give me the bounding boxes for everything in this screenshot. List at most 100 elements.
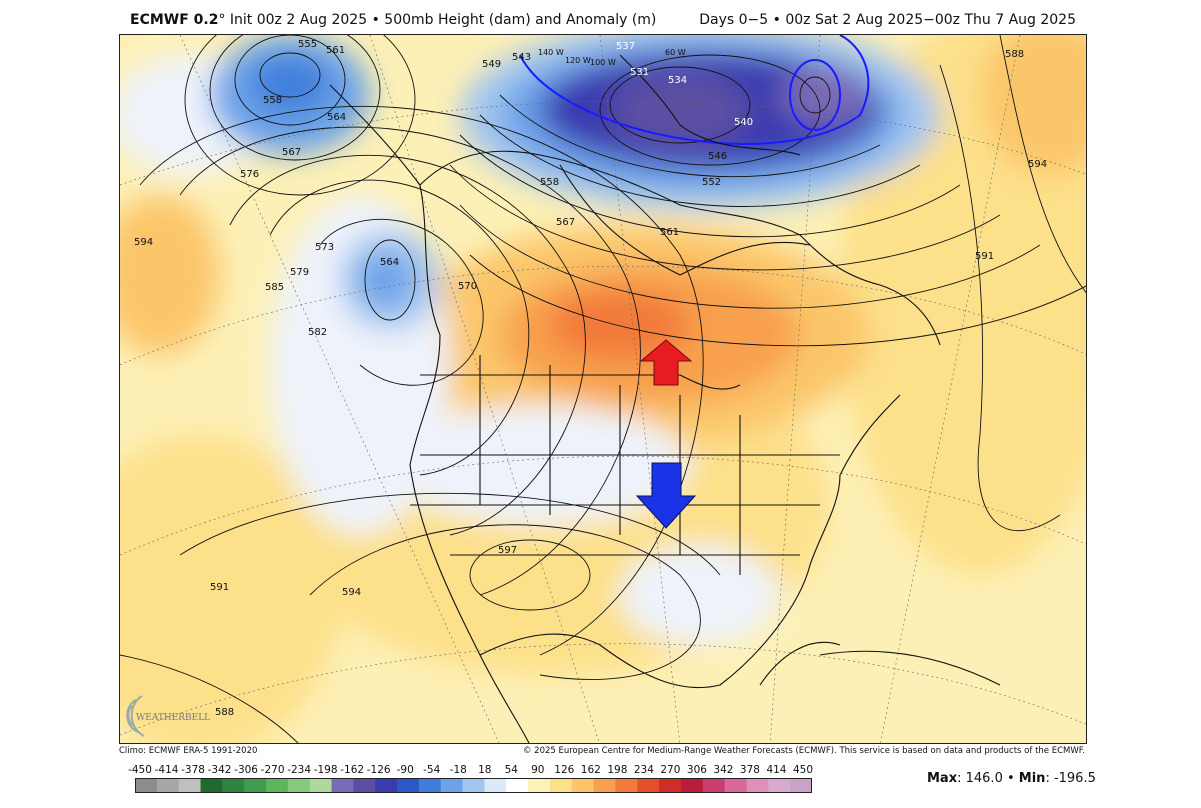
max-min-stats: Max: 146.0 • Min: -196.5 [927,771,1096,786]
contour-label: 120 W [565,56,591,65]
colorbar-tick-label: -414 [154,764,179,776]
colorbar-tick-label: 234 [633,764,654,776]
colorbar-swatch [440,778,464,793]
colorbar [135,778,812,793]
colorbar-swatch [659,778,682,793]
colorbar-swatch [724,778,747,793]
colorbar-tick-label: -234 [287,764,312,776]
contour-label: 558 [540,177,559,188]
degree-symbol: ° [218,12,226,28]
valid-range: Days 0−5 • 00z Sat 2 Aug 2025−00z Thu 7 … [699,12,1076,28]
contour-label: 558 [263,95,282,106]
min-label: Min [1018,771,1046,786]
contour-label: 579 [290,267,309,278]
colorbar-tick-label: 198 [607,764,628,776]
colorbar-swatch [462,778,485,793]
colorbar-swatch [768,778,791,793]
contour-label: 60 W [665,48,686,57]
min-value: : -196.5 [1045,771,1096,786]
max-value: : 146.0 • [957,771,1019,786]
colorbar-tick-label: -342 [207,764,232,776]
colorbar-swatch [135,778,158,793]
contour-label: 100 W [590,58,616,67]
contour-label: 555 [298,39,317,50]
colorbar-swatch [178,778,202,793]
colorbar-tick-label: -378 [181,764,205,776]
climo-note: Climo: ECMWF ERA-5 1991-2020 [119,746,258,756]
colorbar-tick-label: 90 [531,764,545,776]
colorbar-swatch [418,778,442,793]
colorbar-swatch [309,778,333,793]
colorbar-swatch [790,778,812,793]
weatherbell-logo: WEATHERBELL [126,695,210,737]
colorbar-tick-label: 18 [478,764,492,776]
contour-label: 570 [458,281,477,292]
colorbar-tick-label: -306 [234,764,258,776]
contour-label: 567 [282,147,301,158]
colorbar-tick-label: -450 [128,764,152,776]
colorbar-swatch [266,778,289,793]
contour-label: 594 [1028,159,1047,170]
colorbar-swatch [593,778,616,793]
contour-label: 561 [660,227,679,238]
coastlines [329,54,1001,743]
map-title: ECMWF 0.2° Init 00z 2 Aug 2025 • 500mb H… [130,12,656,28]
contour-label: 531 [630,67,649,78]
graticule [120,35,1086,743]
colorbar-tick-label: -198 [313,764,338,776]
contour-label: 537 [616,41,635,52]
contour-label: 567 [556,217,575,228]
colorbar-tick-label: -90 [396,764,414,776]
logo-text: WEATHERBELL [136,713,210,723]
colorbar-tick-label: -54 [423,764,441,776]
contour-label: 588 [1005,49,1024,60]
colorbar-tick-label: -162 [340,764,365,776]
colorbar-tick-label: 342 [713,764,734,776]
contour-label: 588 [215,707,234,718]
colorbar-tick-label: 162 [580,764,601,776]
contour-label: 594 [342,587,361,598]
colorbar-swatch [680,778,704,793]
colorbar-tick-label: 54 [504,764,518,776]
colorbar-swatch [506,778,529,793]
contour-label: 564 [327,112,346,123]
colorbar-border [135,778,812,793]
contour-label: 543 [512,52,531,63]
contour-label: 564 [380,257,399,268]
colorbar-tick-label: -270 [260,764,285,776]
colorbar-tick-label: 306 [686,764,707,776]
anomaly-map: 555 561 558 564 567 576 594 573 579 585 … [119,34,1087,744]
contour-label: 549 [482,59,501,70]
colorbar-swatch [156,778,180,793]
max-label: Max [927,771,958,786]
contour-label: 534 [668,75,687,86]
contour-label: 576 [240,169,259,180]
contour-label: 573 [315,242,334,253]
contour-label: 597 [498,545,517,556]
colorbar-tick-label: 414 [766,764,787,776]
copyright-note: © 2025 European Centre for Medium-Range … [522,746,1085,756]
colorbar-swatch [746,778,769,793]
arrow-up-icon [640,339,692,386]
height-contours [120,35,1086,743]
init-text: Init 00z 2 Aug 2025 • 500mb Height (dam)… [229,12,657,28]
colorbar-swatch [331,778,354,793]
colorbar-tick-label: -126 [366,764,391,776]
contour-label-group: 555 561 558 564 567 576 594 573 579 585 … [134,39,1047,718]
contour-label: 140 W [538,48,564,57]
colorbar-swatch [244,778,267,793]
colorbar-swatch [637,778,660,793]
contour-label: 540 [734,117,753,128]
colorbar-tick-label: 378 [739,764,760,776]
contour-label: 582 [308,327,327,338]
colorbar-swatch [549,778,573,793]
colorbar-swatch [353,778,376,793]
contour-label: 546 [708,151,727,162]
colorbar-swatch [484,778,507,793]
contour-label: 552 [702,177,721,188]
colorbar-swatch [200,778,223,793]
colorbar-swatch [397,778,420,793]
colorbar-swatch [702,778,726,793]
contour-label: 594 [134,237,153,248]
contour-label: 585 [265,282,284,293]
